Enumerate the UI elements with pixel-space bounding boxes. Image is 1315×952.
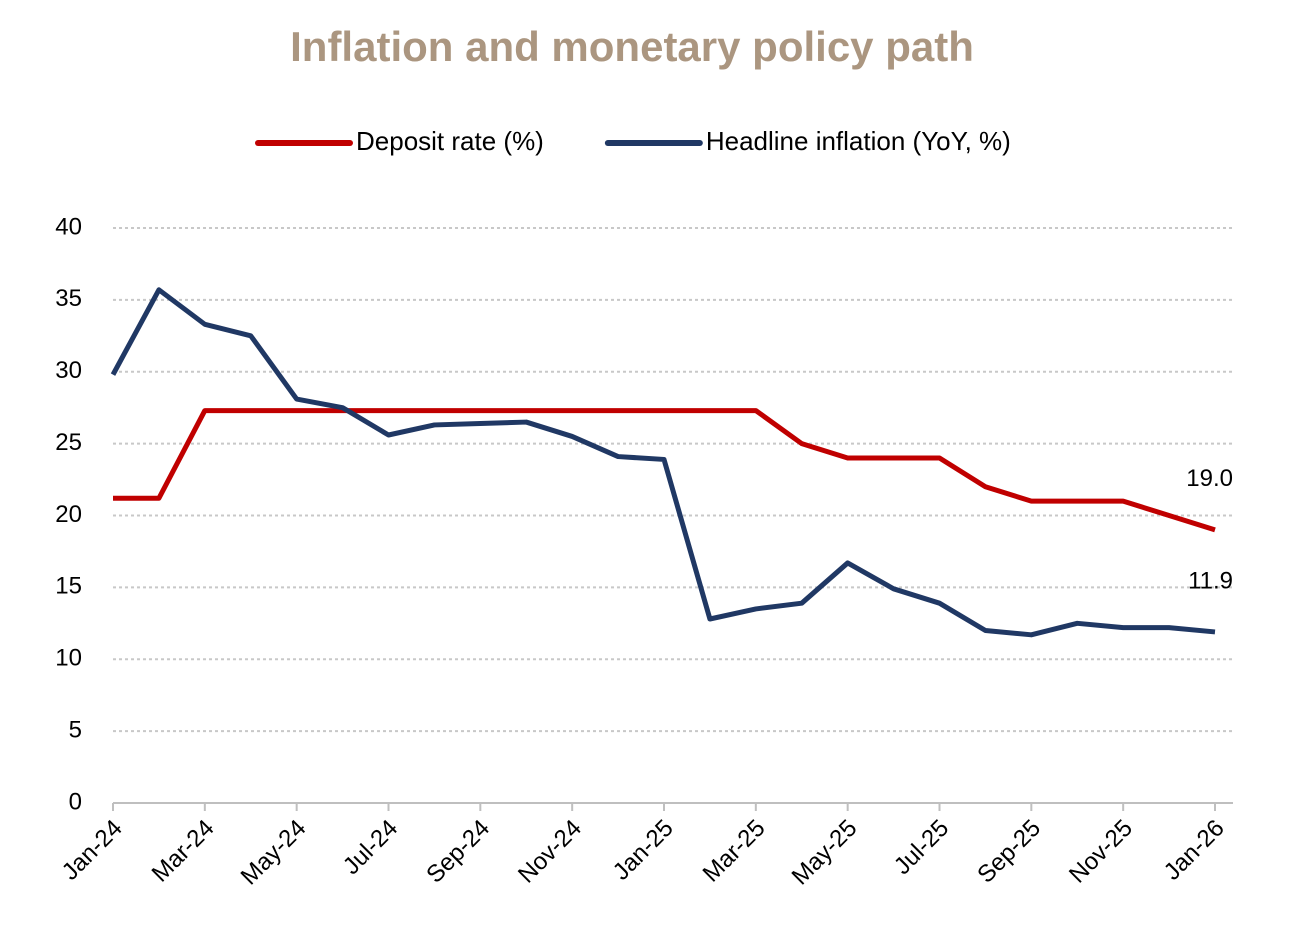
x-tick-label: Nov-25: [1064, 815, 1138, 889]
series-line: [110, 287, 1216, 638]
y-tick-label: 5: [69, 716, 82, 743]
y-tick-label: 35: [55, 285, 82, 312]
x-tick-label: Sep-24: [421, 815, 495, 889]
x-tick-label: Jul-24: [338, 815, 403, 880]
y-tick-label: 25: [55, 429, 82, 456]
chart-title: Inflation and monetary policy path: [290, 23, 974, 70]
legend-label: Deposit rate (%): [356, 126, 544, 156]
data-label: 19.0: [1186, 465, 1233, 492]
x-tick-label: Mar-25: [698, 815, 771, 888]
y-tick-label: 0: [69, 788, 82, 815]
x-tick-label: Jul-25: [889, 815, 954, 880]
x-tick-label: Jan-25: [608, 815, 679, 886]
y-tick-label: 30: [55, 357, 82, 384]
data-label: 11.9: [1188, 567, 1233, 594]
x-tick-label: May-24: [236, 815, 312, 891]
y-tick-label: 15: [55, 573, 82, 600]
series-line: [113, 408, 1216, 533]
y-tick-label: 40: [55, 213, 82, 240]
x-tick-label: Sep-25: [972, 815, 1046, 889]
y-tick-label: 10: [55, 645, 82, 672]
x-tick-label: Mar-24: [147, 815, 220, 888]
y-tick-label: 20: [55, 501, 82, 528]
legend-label: Headline inflation (YoY, %): [706, 126, 1011, 156]
x-tick-label: Jan-26: [1159, 815, 1230, 886]
x-tick-label: May-25: [787, 815, 863, 891]
x-tick-label: Nov-24: [513, 815, 587, 889]
x-tick-label: Jan-24: [57, 815, 128, 886]
